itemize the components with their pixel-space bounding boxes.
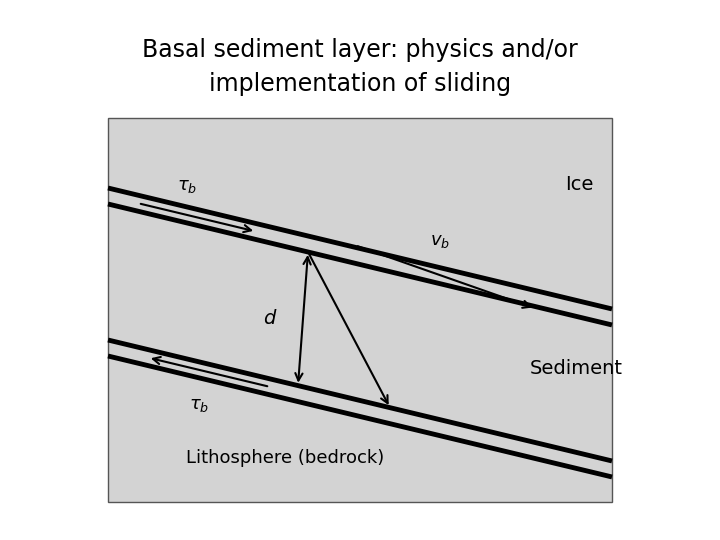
Text: $\tau_b$: $\tau_b$ — [189, 396, 209, 414]
Bar — [108, 118, 612, 502]
Text: Ice: Ice — [565, 176, 593, 194]
Text: $v_b$: $v_b$ — [430, 232, 450, 249]
Text: $\tau_b$: $\tau_b$ — [177, 177, 197, 195]
Text: $d$: $d$ — [263, 309, 277, 328]
Text: Sediment: Sediment — [530, 359, 623, 377]
Text: Lithosphere (bedrock): Lithosphere (bedrock) — [186, 449, 384, 467]
Text: implementation of sliding: implementation of sliding — [209, 72, 511, 96]
Text: Basal sediment layer: physics and/or: Basal sediment layer: physics and/or — [142, 38, 578, 62]
